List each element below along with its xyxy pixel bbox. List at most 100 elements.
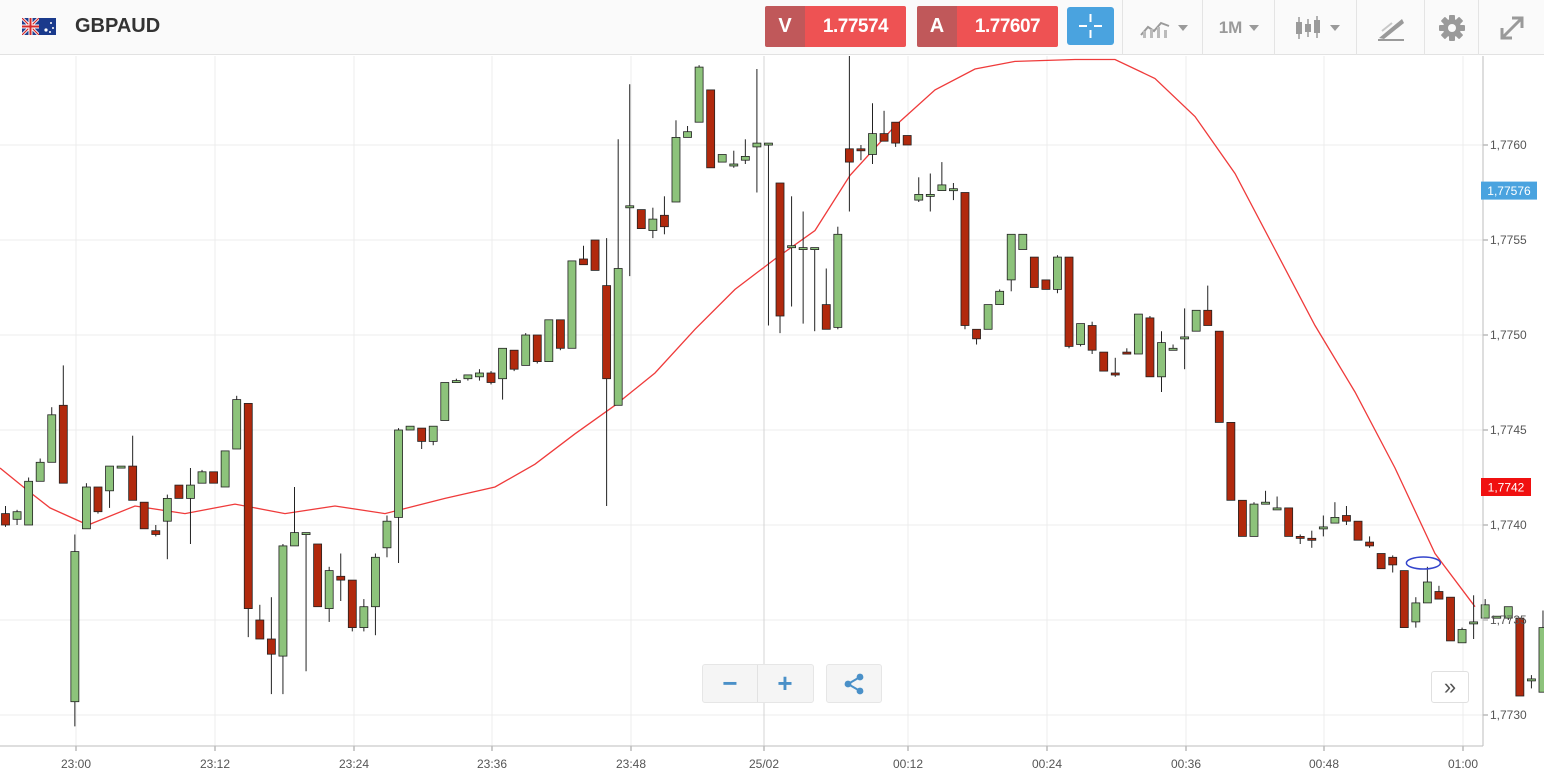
candlestick-icon: [1295, 15, 1320, 39]
candle: [1053, 255, 1062, 294]
candle: [960, 192, 970, 330]
candle: [729, 150, 739, 168]
candle: [810, 247, 820, 332]
candle: [625, 84, 635, 277]
candle: [671, 120, 681, 203]
candle: [1157, 331, 1166, 392]
candle: [555, 319, 565, 351]
candle: [186, 468, 195, 544]
candle: [1284, 507, 1294, 537]
price-chart[interactable]: 1,7760 1,7755 1,7750 1,7745 1,7740 1,7735 1,77…: [0, 56, 1544, 780]
candle: [1446, 596, 1455, 642]
candle: [1110, 357, 1120, 377]
x-tick-label: 00:36: [1171, 757, 1201, 771]
ma-price-label: 1,7742: [1481, 478, 1531, 496]
candle: [1041, 279, 1051, 290]
drawing-tools-button[interactable]: [1356, 0, 1425, 55]
candle: [1399, 570, 1409, 628]
candle: [116, 465, 126, 469]
candle: [82, 483, 91, 530]
fullscreen-button[interactable]: [1478, 0, 1544, 55]
candle: [336, 553, 346, 601]
candle: [706, 89, 716, 169]
candle: [833, 226, 843, 330]
candle: [972, 328, 981, 345]
candle: [255, 604, 265, 640]
candle: [567, 260, 577, 349]
x-tick-label: 23:48: [616, 757, 646, 771]
y-tick-label: 1,7750: [1490, 328, 1527, 342]
crosshair-button[interactable]: [1067, 7, 1114, 45]
y-tick-label: 1,7735: [1490, 613, 1527, 627]
candle: [602, 238, 612, 506]
candle: [1330, 502, 1340, 524]
expand-icon: [1500, 16, 1524, 39]
candle: [128, 435, 138, 501]
candle: [532, 334, 542, 364]
candle: [1168, 344, 1178, 351]
candle: [1434, 585, 1444, 600]
candle: [58, 365, 68, 484]
candle: [428, 425, 438, 446]
candle: [844, 56, 854, 212]
y-tick-label: 1,7740: [1490, 518, 1527, 532]
crosshair-icon: [1079, 14, 1102, 38]
candle: [498, 347, 507, 400]
candle: [440, 382, 450, 421]
candle: [70, 534, 80, 727]
candle: [382, 515, 392, 558]
x-tick-label: 23:24: [339, 757, 369, 771]
candle: [856, 145, 866, 161]
candle: [902, 135, 912, 146]
candle: [278, 544, 288, 695]
candle: [949, 183, 958, 201]
settings-button[interactable]: [1424, 0, 1479, 55]
indicators-icon: [1139, 21, 1169, 38]
sell-price: 1.77574: [805, 6, 906, 47]
candle: [879, 110, 889, 142]
candle: [636, 209, 646, 230]
buy-quote-button[interactable]: A 1.77607: [917, 6, 1058, 47]
x-tick-label: 23:00: [61, 757, 91, 771]
candle: [544, 319, 554, 362]
current-price-label: 1,77576: [1481, 181, 1537, 200]
candle: [995, 289, 1005, 305]
candle: [1087, 321, 1097, 354]
indicators-button[interactable]: [1122, 0, 1203, 55]
timeframe-button[interactable]: 1M: [1202, 0, 1275, 55]
candle: [1503, 606, 1513, 620]
selection-marker: [1405, 556, 1442, 570]
candle: [266, 597, 276, 695]
zoom-out-button[interactable]: −: [722, 668, 738, 698]
candle: [1411, 597, 1421, 628]
candle: [417, 427, 427, 449]
scroll-to-latest-button[interactable]: »: [1431, 671, 1469, 703]
candle: [1492, 615, 1502, 619]
svg-text:1,77576: 1,77576: [1487, 184, 1531, 198]
zoom-in-button[interactable]: +: [777, 668, 793, 698]
candle: [405, 425, 415, 431]
candle: [1, 506, 10, 527]
candle: [1180, 308, 1190, 370]
candle: [220, 450, 230, 488]
candle: [868, 103, 877, 164]
share-button[interactable]: [827, 665, 881, 702]
candle: [1249, 502, 1259, 537]
x-tick-label: 00:24: [1032, 757, 1062, 771]
sell-quote-button[interactable]: V 1.77574: [765, 6, 906, 47]
candle: [24, 477, 34, 526]
candle: [1203, 285, 1213, 326]
candle: [197, 469, 207, 484]
candle: [983, 304, 993, 330]
candle: [798, 211, 808, 324]
candle: [1469, 595, 1479, 639]
candle: [174, 484, 184, 499]
x-tick-label: 01:00: [1448, 757, 1478, 771]
candle: [579, 245, 588, 266]
buy-price: 1.77607: [957, 6, 1058, 47]
candle: [463, 374, 473, 381]
x-tick-label: 00:12: [893, 757, 923, 771]
chart-type-button[interactable]: [1274, 0, 1357, 55]
candles: [1, 56, 1544, 727]
share-control: [826, 664, 882, 703]
